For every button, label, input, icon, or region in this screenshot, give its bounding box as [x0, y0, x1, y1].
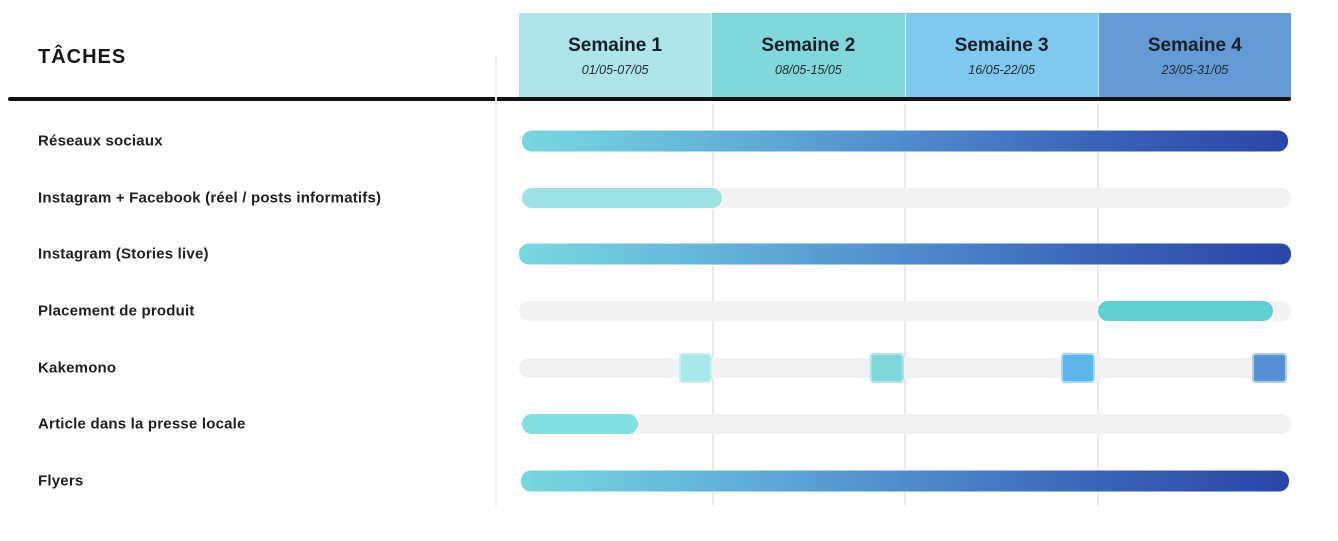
week-dates: 23/05-31/05	[1161, 63, 1229, 77]
task-bar	[519, 243, 1291, 265]
task-label: Réseaux sociaux	[38, 132, 163, 150]
week-header-cell-1: Semaine 1 01/05-07/05	[519, 13, 712, 99]
week-header-cell-4: Semaine 4 23/05-31/05	[1097, 13, 1291, 99]
gridline-start	[495, 58, 497, 506]
week-header-cell-3: Semaine 3 16/05-22/05	[904, 13, 1098, 99]
task-track	[519, 354, 1291, 381]
task-marker-week-4	[1253, 354, 1285, 381]
task-track	[519, 243, 1291, 265]
task-label: Instagram (Stories live)	[38, 245, 209, 263]
task-label: Instagram + Facebook (réel / posts infor…	[38, 189, 382, 207]
week-header: Semaine 1 01/05-07/05 Semaine 2 08/05-15/05…	[519, 13, 1291, 99]
task-bar	[522, 414, 638, 435]
task-bar	[521, 470, 1289, 492]
task-label: Flyers	[38, 472, 84, 490]
task-row: Placement de produit	[0, 283, 1338, 340]
week-label: Semaine 2	[761, 35, 856, 56]
header-divider-line	[8, 97, 1291, 101]
task-bar	[1098, 301, 1274, 322]
week-dates: 16/05-22/05	[968, 63, 1035, 77]
task-rows: Réseaux sociaux Instagram + Facebook (rée…	[0, 113, 1338, 509]
task-marker-week-1	[681, 354, 711, 381]
week-header-cell-2: Semaine 2 08/05-15/05	[711, 13, 905, 99]
task-track	[519, 130, 1291, 152]
task-track	[519, 470, 1291, 492]
task-bar	[522, 187, 723, 208]
task-row: Instagram (Stories live)	[0, 226, 1338, 283]
task-row: Kakemono	[0, 339, 1338, 396]
week-label: Semaine 4	[1147, 35, 1242, 56]
task-row: Instagram + Facebook (réel / posts infor…	[0, 170, 1338, 227]
task-row: Article dans la presse locale	[0, 396, 1338, 453]
week-dates: 08/05-15/05	[775, 63, 842, 77]
task-track	[519, 301, 1291, 322]
task-marker-week-3	[1063, 354, 1093, 381]
task-row: Réseaux sociaux	[0, 113, 1338, 170]
week-dates: 01/05-07/05	[581, 63, 649, 77]
task-row: Flyers	[0, 453, 1338, 510]
week-label: Semaine 1	[568, 35, 663, 56]
task-bar	[522, 130, 1288, 152]
task-label: Kakemono	[38, 359, 117, 377]
task-marker-week-2	[871, 354, 902, 381]
week-label: Semaine 3	[954, 35, 1049, 56]
task-label: Placement de produit	[38, 302, 195, 320]
task-label: Article dans la presse locale	[38, 415, 246, 433]
task-track	[519, 414, 1291, 435]
task-track	[519, 187, 1291, 208]
chart-title: TÂCHES	[38, 46, 127, 68]
